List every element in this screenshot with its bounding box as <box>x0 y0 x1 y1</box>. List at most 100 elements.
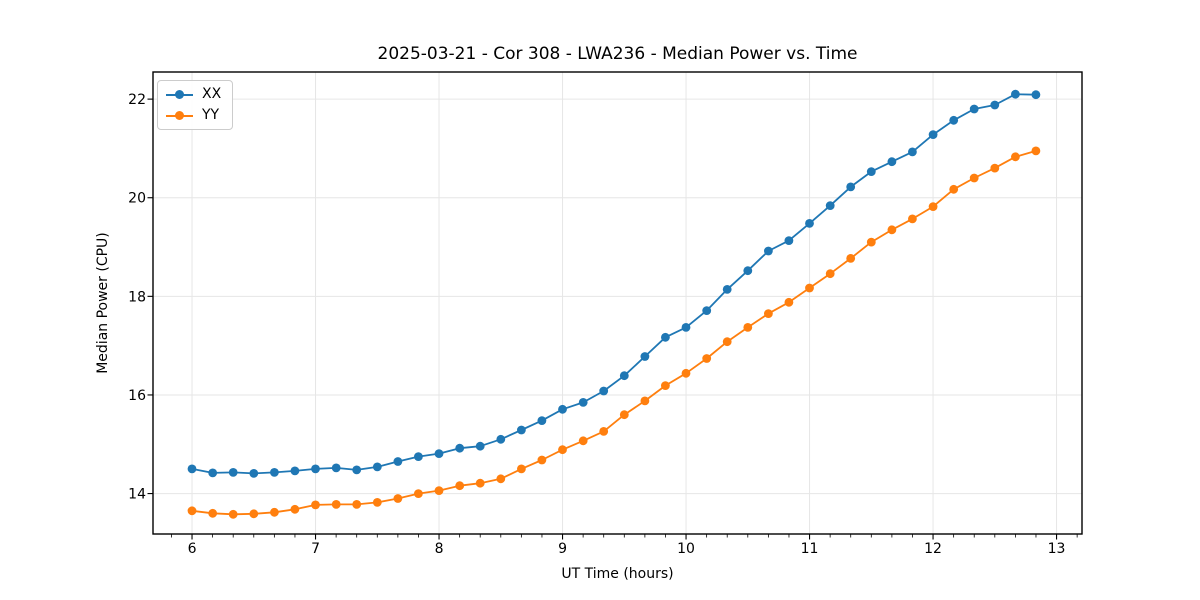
series-XX-point-25 <box>702 306 712 315</box>
series-XX-point-1 <box>208 468 218 478</box>
series-XX-point-30 <box>805 219 814 228</box>
x-tick-label-11: 11 <box>801 541 819 557</box>
series-XX-point-12 <box>434 449 444 458</box>
y-axis-label: Median Power (CPU) <box>95 232 111 374</box>
x-axis-label: UT Time (hours) <box>561 566 674 582</box>
series-XX-point-31 <box>825 201 835 211</box>
series-XX-point-13 <box>455 443 465 453</box>
series-YY-line <box>191 150 1037 516</box>
series-YY-point-1 <box>208 508 218 518</box>
series-XX-point-8 <box>352 465 362 475</box>
series-YY-point-34 <box>887 225 897 235</box>
series-YY-point-32 <box>846 254 856 263</box>
legend-label-xx: XX <box>202 86 222 102</box>
series-XX-point-27 <box>743 266 753 276</box>
series-XX-point-14 <box>475 441 485 451</box>
y-tick-label-14: 14 <box>128 487 146 503</box>
series-XX-point-11 <box>414 452 423 461</box>
series-XX-point-4 <box>270 468 279 477</box>
series-YY-point-26 <box>722 337 732 347</box>
series-YY-point-11 <box>414 489 423 498</box>
series-YY-point-29 <box>784 297 794 307</box>
series-XX-point-18 <box>558 404 567 414</box>
x-tick-label-12: 12 <box>924 541 942 557</box>
series-XX-point-0 <box>187 464 197 474</box>
series-YY-point-33 <box>866 237 876 247</box>
axes-spines <box>152 71 1083 535</box>
series-YY-point-18 <box>558 445 567 455</box>
series-YY-point-7 <box>331 500 341 509</box>
series-XX-point-21 <box>619 371 629 381</box>
series-YY-point-30 <box>805 283 814 293</box>
series-XX-point-16 <box>517 425 526 435</box>
series-XX-point-23 <box>661 332 670 342</box>
series-YY-point-22 <box>640 396 650 406</box>
x-tick-label-6: 6 <box>188 541 197 557</box>
series-XX-point-24 <box>681 323 691 332</box>
series-YY-point-38 <box>969 173 979 183</box>
legend-item-yy: YY <box>166 107 221 124</box>
series-XX-point-10 <box>393 457 403 466</box>
x-tick-label-9: 9 <box>558 541 567 557</box>
y-tick-label-22: 22 <box>128 92 146 108</box>
x-tick-label-13: 13 <box>1048 541 1066 557</box>
series-YY-point-31 <box>825 269 835 279</box>
series-XX-point-37 <box>949 115 959 125</box>
series-YY-point-6 <box>311 500 320 510</box>
series-YY-point-8 <box>352 500 362 509</box>
series-XX-point-22 <box>640 352 650 361</box>
series-YY-point-12 <box>434 486 444 495</box>
series-XX-point-20 <box>599 386 609 396</box>
series-YY-point-25 <box>702 354 712 363</box>
series-XX-point-6 <box>311 464 320 474</box>
legend-marker-icon <box>175 111 184 120</box>
series-YY-point-5 <box>290 504 300 514</box>
y-tick-label-20: 20 <box>128 191 146 207</box>
series-YY-point-2 <box>228 509 238 519</box>
legend-line-sample-yy <box>166 111 193 120</box>
series-YY-point-37 <box>949 184 959 194</box>
series-YY-point-13 <box>455 481 465 491</box>
series-XX-point-41 <box>1031 90 1041 100</box>
series-XX-point-39 <box>990 100 1000 110</box>
series-YY-point-40 <box>1011 152 1020 162</box>
series-XX-point-3 <box>249 469 259 478</box>
series-XX-point-28 <box>764 246 773 256</box>
chart-title: 2025-03-21 - Cor 308 - LWA236 - Median P… <box>377 44 858 64</box>
x-tick-label-10: 10 <box>677 541 695 557</box>
series-XX-point-36 <box>928 130 938 140</box>
legend: XX YY <box>157 80 234 130</box>
legend-line-sample-xx <box>166 90 193 99</box>
series-YY-point-20 <box>599 427 609 436</box>
series-XX-point-38 <box>969 104 979 114</box>
series-YY-point-23 <box>661 381 670 390</box>
series-XX-point-34 <box>887 157 897 167</box>
y-tick-label-18: 18 <box>128 289 146 305</box>
legend-label-yy: YY <box>202 107 220 123</box>
series-YY-point-14 <box>475 478 485 488</box>
series-XX-point-40 <box>1011 89 1020 99</box>
series-YY-point-27 <box>743 323 753 332</box>
series-XX-point-9 <box>372 462 382 472</box>
series-XX-point-35 <box>908 147 917 157</box>
x-tick-label-8: 8 <box>435 541 444 557</box>
y-tick-label-16: 16 <box>128 388 146 404</box>
series-YY-point-36 <box>928 202 938 212</box>
series-XX-point-7 <box>331 463 341 473</box>
series-YY-point-39 <box>990 163 1000 173</box>
legend-item-xx: XX <box>166 86 221 103</box>
series-XX-point-26 <box>722 285 732 294</box>
series-XX-point-32 <box>846 182 856 192</box>
series-YY-point-15 <box>496 474 506 484</box>
series-YY-point-10 <box>393 494 403 503</box>
series-XX-point-19 <box>578 398 588 407</box>
series-YY-point-16 <box>517 464 526 474</box>
series-YY-point-28 <box>764 309 773 318</box>
series-YY-point-21 <box>619 410 629 420</box>
legend-marker-icon <box>175 90 184 99</box>
series-YY-point-24 <box>681 368 691 378</box>
series-XX-point-33 <box>866 167 876 177</box>
series-YY-point-41 <box>1031 146 1041 156</box>
